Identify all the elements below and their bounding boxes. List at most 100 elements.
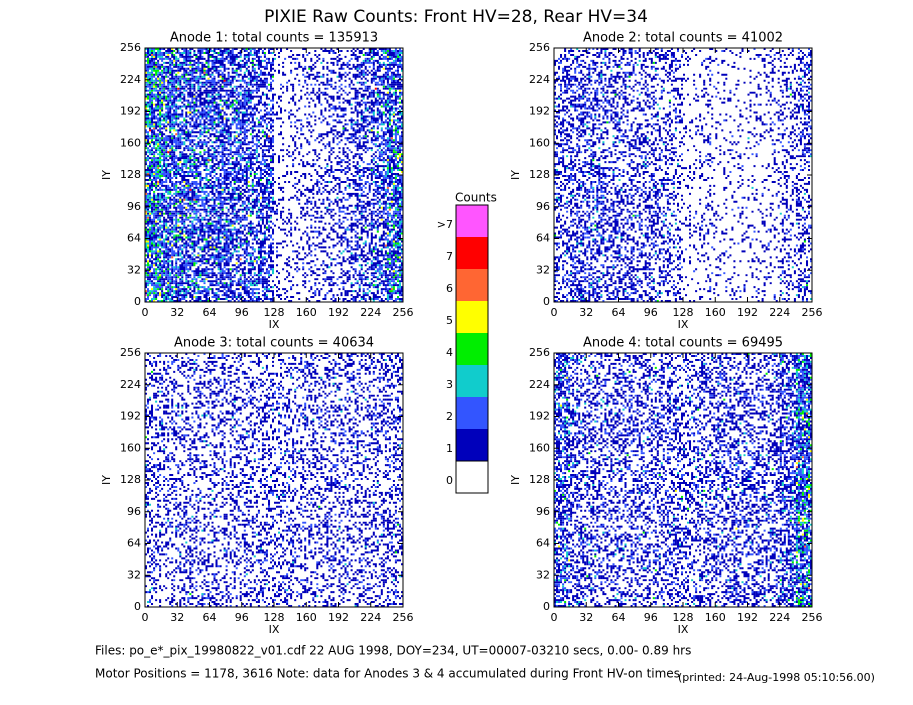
- density-band: [241, 48, 258, 302]
- density-band: [322, 353, 339, 607]
- x-tick-label: 96: [235, 611, 249, 624]
- count-pixels: [257, 48, 275, 302]
- colorbar-label: >7: [437, 218, 453, 231]
- count-pixels: [681, 495, 684, 498]
- x-tick-label: 64: [203, 611, 217, 624]
- colorbar-swatch: [456, 301, 488, 333]
- count-pixels: [795, 353, 813, 607]
- density-band: [634, 353, 651, 607]
- density-band: [618, 48, 635, 302]
- count-pixels: [193, 48, 210, 302]
- count-pixels: [731, 48, 748, 300]
- x-tick-label: 32: [579, 611, 593, 624]
- count-pixels: [259, 196, 262, 199]
- density-band: [290, 353, 307, 607]
- count-pixels: [257, 52, 275, 297]
- density-band: [209, 48, 226, 302]
- y-tick-label: 96: [536, 200, 550, 213]
- count-pixels: [795, 50, 813, 300]
- count-pixels: [779, 48, 794, 300]
- density-band: [290, 48, 307, 302]
- density-band: [177, 353, 194, 607]
- count-pixels: [570, 48, 587, 302]
- y-tick-label: 192: [120, 410, 141, 423]
- count-pixels: [370, 353, 387, 607]
- density-band: [699, 48, 716, 300]
- panel-title: Anode 3: total counts = 40634: [174, 336, 374, 351]
- density-band: [715, 353, 732, 607]
- count-pixels: [322, 48, 339, 302]
- colorbar-swatch: [456, 205, 488, 237]
- count-pixels: [634, 50, 651, 300]
- y-tick-label: 0: [543, 295, 550, 308]
- count-pixels: [650, 55, 667, 295]
- density-band: [209, 353, 226, 607]
- density-band: [795, 48, 813, 302]
- count-pixels: [225, 353, 242, 607]
- count-pixels: [751, 48, 764, 293]
- count-pixels: [183, 198, 186, 201]
- count-pixels: [145, 353, 162, 603]
- y-tick-label: 64: [536, 537, 550, 550]
- density-band: [618, 353, 635, 607]
- count-pixels: [386, 353, 404, 607]
- count-pixels: [799, 384, 802, 387]
- count-pixels: [386, 50, 404, 302]
- x-tick-label: 32: [170, 306, 184, 319]
- count-pixels: [161, 355, 178, 605]
- count-pixels: [161, 48, 178, 291]
- density-band: [145, 353, 162, 607]
- count-pixels: [618, 353, 635, 607]
- density-band: [338, 48, 355, 302]
- density-band: [763, 353, 780, 607]
- colorbar-frame: [455, 204, 489, 494]
- count-pixels: [209, 52, 226, 300]
- density-band: [386, 48, 404, 302]
- panel-title: Anode 4: total counts = 69495: [583, 336, 783, 351]
- count-pixels: [715, 364, 730, 607]
- count-pixels: [145, 48, 162, 302]
- x-tick-label: 160: [296, 611, 317, 624]
- count-pixels: [161, 48, 178, 302]
- count-pixels: [789, 93, 792, 96]
- count-pixels: [570, 353, 587, 607]
- count-pixels: [634, 48, 651, 302]
- count-pixels: [209, 353, 226, 607]
- y-tick-label: 128: [120, 473, 141, 486]
- x-tick-label: 192: [737, 306, 758, 319]
- y-tick-label: 96: [127, 200, 141, 213]
- density-band: [747, 353, 764, 607]
- count-pixels: [795, 48, 813, 302]
- density-band: [779, 48, 796, 302]
- density-band: [370, 48, 387, 302]
- x-tick-label: 192: [737, 611, 758, 624]
- x-tick-label: 160: [705, 306, 726, 319]
- count-pixels: [384, 244, 387, 247]
- count-pixels: [354, 353, 371, 605]
- count-pixels: [211, 468, 226, 552]
- y-tick-label: 64: [127, 537, 141, 550]
- density-band: [731, 353, 748, 607]
- x-tick-label: 224: [360, 306, 381, 319]
- colorbar-label: 5: [446, 314, 453, 327]
- x-tick-label: 96: [644, 611, 658, 624]
- x-tick-label: 224: [769, 611, 790, 624]
- count-pixels: [274, 57, 277, 60]
- count-pixels: [668, 99, 671, 102]
- density-band: [602, 48, 619, 302]
- count-pixels: [763, 353, 780, 607]
- y-tick-label: 256: [120, 41, 141, 54]
- count-pixels: [666, 48, 684, 302]
- y-tick-label: 64: [536, 232, 550, 245]
- count-pixels: [259, 366, 275, 586]
- count-pixels: [554, 52, 571, 302]
- x-tick-label: 32: [170, 611, 184, 624]
- colorbar-label: 4: [446, 346, 453, 359]
- count-pixels: [586, 355, 603, 603]
- colorbar-swatch: [456, 269, 488, 301]
- density-band: [763, 48, 780, 302]
- density-band: [161, 355, 178, 607]
- footer-printed: (printed: 24-Aug-1998 05:10:56.00): [678, 671, 875, 684]
- x-tick-label: 0: [551, 611, 558, 624]
- count-pixels: [338, 48, 355, 302]
